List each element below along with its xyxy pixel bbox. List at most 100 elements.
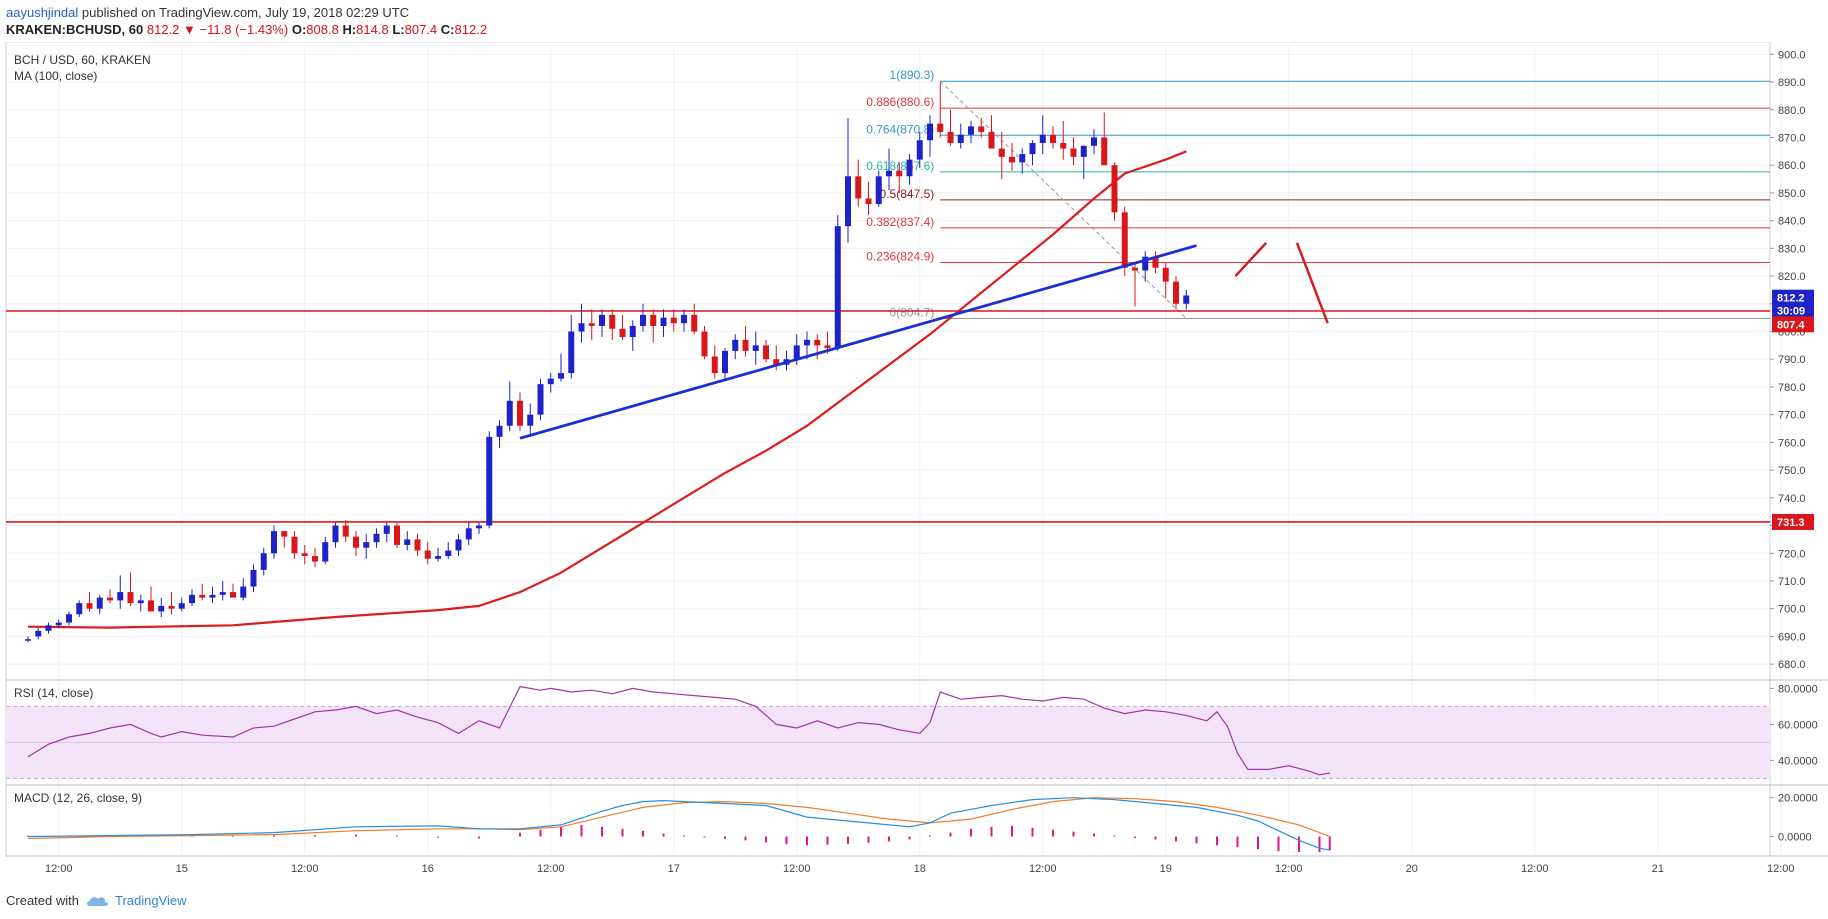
candle-body-65 [691, 314, 698, 332]
candle-body-40 [435, 556, 441, 559]
candle-body-89 [937, 123, 944, 132]
candle-body-17 [199, 594, 206, 598]
candle-body-86 [906, 159, 913, 177]
candle-body-25 [281, 531, 288, 537]
x-tick-label-5: 17 [668, 863, 680, 875]
triangle-down-icon: ▼ [183, 22, 196, 37]
candle-body-100 [1050, 134, 1056, 144]
candle-body-1 [35, 630, 42, 637]
candle-body-81 [855, 176, 862, 199]
candle-body-35 [383, 525, 390, 534]
rsi-tick-label-1: 60.0000 [1778, 719, 1818, 731]
author-link[interactable]: aayushjindal [6, 5, 79, 20]
candle-body-109 [1142, 256, 1149, 271]
candle-body-9 [117, 592, 124, 601]
candle-body-68 [722, 350, 728, 374]
candle-body-93 [978, 126, 985, 132]
candle-body-13 [158, 605, 165, 612]
y-tick-label-2: 700.0 [1778, 604, 1806, 616]
candle-body-32 [353, 536, 359, 548]
fib-label-2: 0.764(870.8) [866, 122, 934, 136]
candle-body-51 [547, 378, 554, 385]
candle-body-78 [824, 345, 831, 349]
candle-body-48 [517, 400, 523, 426]
y-tick-label-19: 870.0 [1778, 132, 1806, 144]
chart-header: aayushjindal published on TradingView.co… [0, 0, 1828, 42]
y-tick-label-8: 760.0 [1778, 437, 1806, 449]
macd-line [27, 797, 1330, 851]
candle-body-76 [804, 339, 810, 346]
candle-body-41 [445, 550, 452, 557]
candle-body-108 [1132, 267, 1138, 271]
close-label: C: [440, 22, 455, 37]
candle-body-88 [927, 123, 933, 141]
candle-body-33 [363, 542, 370, 548]
main-title: BCH / USD, 60, KRAKEN [14, 53, 151, 67]
candle-body-98 [1029, 143, 1036, 155]
fib-label-4: 0.5(847.5) [880, 187, 935, 201]
y-tick-label-4: 720.0 [1778, 548, 1806, 560]
candle-body-52 [558, 373, 564, 379]
candle-body-105 [1101, 137, 1108, 166]
candle-body-97 [1019, 154, 1026, 163]
candle-body-112 [1173, 281, 1179, 304]
candle-body-63 [670, 317, 677, 324]
x-tick-label-0: 12:00 [45, 863, 73, 875]
open-value: 808.8 [306, 22, 339, 37]
candle-body-103 [1080, 145, 1087, 157]
candle-body-85 [896, 170, 903, 177]
candle-body-47 [506, 400, 513, 426]
candle-body-11 [137, 600, 144, 604]
candle-body-77 [814, 339, 821, 346]
publish-line: aayushjindal published on TradingView.co… [6, 3, 409, 22]
candle-body-28 [312, 556, 318, 562]
rsi-title: RSI (14, close) [14, 686, 93, 700]
y-tick-label-11: 790.0 [1778, 354, 1806, 366]
candle-body-2 [45, 625, 52, 631]
candle-body-49 [527, 414, 534, 426]
candle-body-23 [260, 553, 267, 570]
rsi-tick-label-2: 40.0000 [1778, 755, 1818, 767]
x-tick-label-4: 12:00 [537, 863, 565, 875]
y-tick-label-17: 850.0 [1778, 188, 1806, 200]
x-tick-label-3: 16 [422, 863, 434, 875]
candle-body-87 [916, 140, 923, 160]
close-value: 812.2 [454, 22, 488, 37]
candle-body-66 [701, 331, 708, 357]
low-value: 807.4 [404, 22, 438, 37]
candle-body-5 [76, 603, 83, 615]
candle-body-110 [1152, 256, 1159, 268]
candle-body-84 [886, 170, 892, 177]
ma-legend: MA (100, close) [14, 69, 97, 83]
candle-body-50 [537, 384, 544, 415]
high-value: 814.8 [356, 22, 389, 37]
candle-body-26 [291, 536, 298, 554]
last-price: 812.2 [146, 22, 180, 37]
candle-body-96 [1009, 156, 1015, 163]
candle-body-34 [373, 533, 380, 543]
candle-body-104 [1091, 137, 1097, 146]
candle-body-61 [650, 314, 657, 326]
candle-body-73 [773, 359, 780, 365]
candle-body-94 [988, 131, 995, 149]
price-chart[interactable]: 680.0690.0700.0710.0720.0730.0740.0750.0… [0, 42, 1828, 882]
candle-body-8 [107, 597, 113, 601]
price-tag-text-0: 812.2 [1777, 293, 1805, 305]
candle-body-79 [834, 226, 841, 349]
candle-body-24 [271, 531, 277, 554]
tradingview-cloud-icon [86, 896, 108, 906]
candle-body-27 [301, 553, 308, 557]
y-tick-label-0: 680.0 [1778, 659, 1806, 671]
candle-body-45 [486, 436, 493, 526]
projection-line-0 [1234, 241, 1268, 277]
candle-body-64 [681, 314, 687, 324]
candle-body-58 [619, 328, 626, 338]
open-label: O: [291, 22, 307, 37]
candle-body-71 [752, 345, 759, 351]
fib-label-3: 0.618(857.6) [866, 159, 934, 173]
rsi-line [27, 685, 1330, 776]
macd-signal-line [27, 797, 1331, 840]
candle-body-12 [148, 600, 154, 612]
tradingview-link[interactable]: TradingView [114, 893, 187, 908]
candle-body-30 [332, 525, 339, 543]
